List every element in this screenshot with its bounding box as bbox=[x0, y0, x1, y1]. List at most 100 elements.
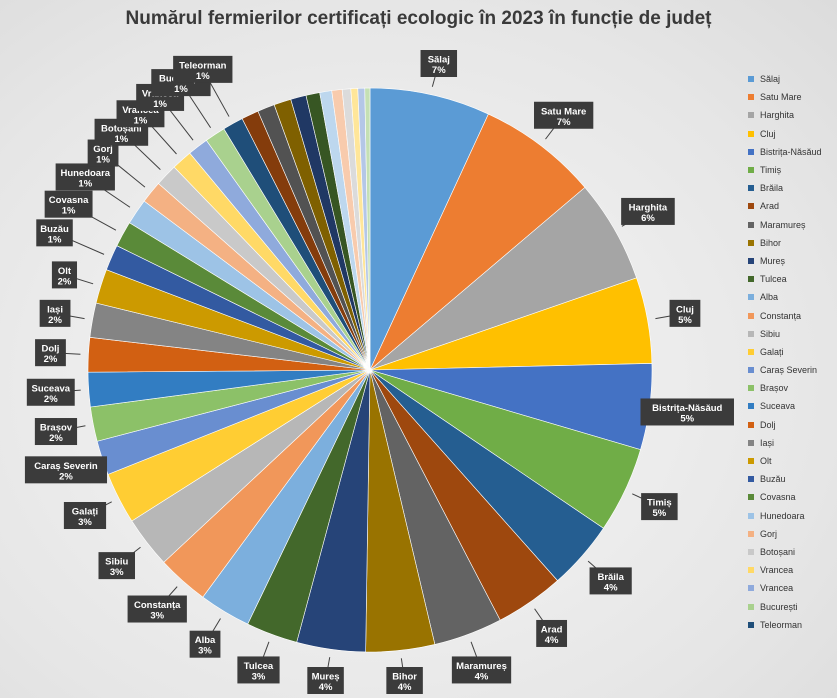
data-label-22: 1% bbox=[48, 234, 62, 245]
data-label-box-6 bbox=[589, 567, 632, 595]
legend-swatch bbox=[748, 530, 754, 537]
data-label-box-20 bbox=[39, 299, 71, 327]
legend-label: București bbox=[760, 601, 798, 612]
data-label-21: 2% bbox=[58, 276, 72, 287]
legend-swatch bbox=[748, 439, 754, 446]
legend-swatch bbox=[748, 385, 754, 392]
legend-label: Harghita bbox=[760, 110, 795, 121]
legend-item-8: Maramureș bbox=[748, 216, 834, 234]
legend-label: Cluj bbox=[760, 128, 776, 139]
data-label-4: 5% bbox=[680, 413, 694, 424]
data-label-box-7 bbox=[536, 619, 568, 647]
legend-swatch bbox=[748, 257, 754, 264]
data-label-0: Sălaj bbox=[428, 55, 450, 66]
data-label-box-22 bbox=[36, 219, 73, 247]
legend-item-17: Brașov bbox=[748, 379, 834, 397]
legend-label: Covasna bbox=[760, 492, 796, 503]
legend-swatch bbox=[748, 276, 754, 283]
data-label-7: 4% bbox=[545, 635, 559, 646]
data-label-17: 2% bbox=[49, 433, 63, 444]
data-label-14: Sibiu bbox=[105, 557, 128, 568]
data-label-box-11 bbox=[237, 656, 280, 684]
legend-swatch bbox=[748, 203, 754, 210]
data-label-box-10 bbox=[307, 667, 344, 694]
legend-swatch bbox=[748, 76, 754, 83]
data-label-13: 3% bbox=[150, 611, 164, 622]
legend-item-16: Caraș Severin bbox=[748, 361, 834, 379]
data-label-box-5 bbox=[641, 493, 678, 521]
pie-slice-1 bbox=[369, 113, 586, 371]
data-label-box-24 bbox=[55, 163, 115, 191]
legend-item-24: Hunedoara bbox=[748, 507, 834, 525]
legend-item-4: Bistrița-Năsăud bbox=[748, 143, 834, 161]
legend-item-28: Vrancea bbox=[748, 579, 834, 597]
data-label-11: 3% bbox=[252, 671, 266, 682]
legend-label: Alba bbox=[760, 292, 779, 303]
data-label-3: Cluj bbox=[676, 304, 694, 315]
legend-swatch bbox=[748, 621, 754, 628]
legend-item-13: Constanța bbox=[748, 306, 834, 324]
legend-label: Botoșani bbox=[760, 546, 796, 557]
legend-label: Caraș Severin bbox=[760, 365, 818, 376]
legend-swatch bbox=[748, 494, 754, 501]
data-label-30: 1% bbox=[196, 71, 210, 82]
legend-swatch bbox=[748, 548, 754, 555]
data-label-box-1 bbox=[534, 101, 594, 129]
data-label-11: Tulcea bbox=[244, 661, 274, 672]
data-label-10: 4% bbox=[319, 682, 333, 693]
legend-swatch bbox=[748, 148, 754, 155]
legend-label: Arad bbox=[760, 201, 780, 212]
data-label-5: Timiș bbox=[647, 498, 672, 509]
data-label-box-9 bbox=[386, 667, 423, 694]
legend-label: Mureș bbox=[760, 255, 786, 266]
legend-item-18: Suceava bbox=[748, 397, 834, 415]
data-label-box-15 bbox=[63, 501, 107, 529]
legend-item-15: Galați bbox=[748, 343, 834, 361]
data-label-29: 1% bbox=[174, 84, 188, 95]
data-label-4: Bistrița-Năsăud bbox=[652, 403, 722, 414]
legend-item-30: Teleorman bbox=[748, 616, 834, 634]
legend-swatch bbox=[748, 403, 754, 410]
legend-swatch bbox=[748, 330, 754, 337]
data-label-26: Botoșani bbox=[101, 123, 142, 134]
data-label-23: Covasna bbox=[49, 195, 89, 206]
legend-item-25: Gorj bbox=[748, 525, 834, 543]
data-label-box-12 bbox=[189, 630, 221, 658]
data-label-box-13 bbox=[127, 595, 187, 623]
legend-item-26: Botoșani bbox=[748, 543, 834, 561]
data-label-5: 5% bbox=[653, 508, 667, 519]
legend-label: Dolj bbox=[760, 419, 776, 430]
data-label-24: Hunedoara bbox=[60, 168, 110, 179]
data-label-box-4 bbox=[640, 398, 734, 426]
legend-swatch bbox=[748, 185, 754, 192]
data-label-24: 1% bbox=[78, 178, 92, 189]
legend-swatch bbox=[748, 512, 754, 519]
legend-swatch bbox=[748, 458, 754, 465]
legend-swatch bbox=[748, 221, 754, 228]
data-label-15: Galați bbox=[72, 506, 98, 517]
legend-swatch bbox=[748, 585, 754, 592]
data-label-box-23 bbox=[44, 190, 93, 218]
data-label-18: Suceava bbox=[31, 383, 70, 394]
legend-swatch bbox=[748, 603, 754, 610]
data-label-22: Buzău bbox=[40, 224, 69, 235]
data-label-18: 2% bbox=[44, 394, 58, 405]
legend-label: Bistrița-Năsăud bbox=[760, 146, 822, 157]
data-label-box-14 bbox=[98, 552, 136, 580]
legend-label: Buzău bbox=[760, 474, 786, 485]
legend-swatch bbox=[748, 239, 754, 246]
legend-item-19: Dolj bbox=[748, 416, 834, 434]
legend-label: Sibiu bbox=[760, 328, 781, 339]
data-label-3: 5% bbox=[678, 315, 692, 326]
data-label-15: 3% bbox=[78, 517, 92, 528]
pie-slice-41 bbox=[364, 87, 371, 371]
data-label-13: Constanța bbox=[134, 600, 181, 611]
legend-item-11: Tulcea bbox=[748, 270, 834, 288]
data-label-1: 7% bbox=[557, 117, 571, 128]
data-label-box-17 bbox=[34, 418, 78, 446]
data-label-0: 7% bbox=[432, 65, 446, 76]
legend-label: Tulcea bbox=[760, 274, 787, 285]
legend-label: Sălaj bbox=[760, 74, 781, 85]
